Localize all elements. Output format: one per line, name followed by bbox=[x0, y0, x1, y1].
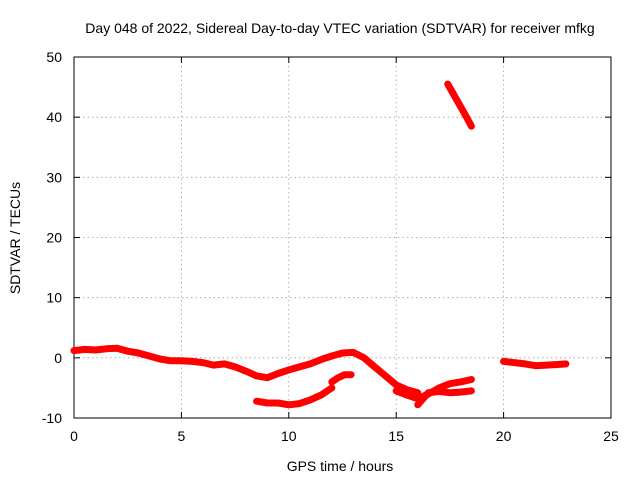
data-point bbox=[275, 399, 282, 406]
data-point bbox=[393, 381, 400, 388]
data-point bbox=[444, 81, 451, 88]
data-point bbox=[253, 398, 260, 405]
data-point bbox=[393, 387, 400, 394]
data-point bbox=[371, 363, 378, 370]
data-point bbox=[156, 356, 163, 363]
x-tick-label: 5 bbox=[178, 428, 186, 444]
data-point bbox=[81, 346, 88, 353]
y-tick-label: 30 bbox=[46, 169, 62, 185]
data-point bbox=[296, 400, 303, 407]
x-tick-label: 15 bbox=[388, 428, 404, 444]
data-point bbox=[500, 358, 507, 365]
data-point bbox=[457, 378, 464, 385]
data-point bbox=[199, 359, 206, 366]
data-point bbox=[328, 353, 335, 360]
data-point bbox=[554, 361, 561, 368]
y-tick-label: 20 bbox=[46, 230, 62, 246]
x-tick-label: 10 bbox=[281, 428, 297, 444]
data-point bbox=[167, 357, 174, 364]
series-layer bbox=[70, 80, 570, 409]
data-point bbox=[339, 350, 346, 357]
data-point bbox=[468, 123, 475, 130]
y-axis-label: SDTVAR / TECUs bbox=[7, 182, 23, 294]
data-point bbox=[178, 357, 185, 364]
grid-layer bbox=[74, 57, 611, 418]
data-point bbox=[242, 368, 249, 375]
data-point bbox=[264, 374, 271, 381]
data-point bbox=[468, 376, 475, 383]
data-point bbox=[221, 360, 228, 367]
data-point bbox=[436, 388, 443, 395]
chart-title: Day 048 of 2022, Sidereal Day-to-day VTE… bbox=[85, 20, 594, 36]
data-point bbox=[92, 347, 99, 354]
data-point bbox=[382, 372, 389, 379]
series-steep-drop bbox=[444, 80, 475, 130]
data-point bbox=[403, 392, 410, 399]
data-point bbox=[457, 389, 464, 396]
tick-layer: 0 5 10 15 20 25 -10 0 10 20 30 40 50 bbox=[42, 49, 619, 444]
data-point bbox=[543, 362, 550, 369]
data-point bbox=[307, 360, 314, 367]
data-point bbox=[264, 399, 271, 406]
data-point bbox=[307, 396, 314, 403]
data-point bbox=[425, 389, 432, 396]
y-tick-label: -10 bbox=[42, 410, 62, 426]
data-point bbox=[348, 371, 355, 378]
x-axis-label: GPS time / hours bbox=[287, 458, 394, 474]
data-point bbox=[522, 360, 529, 367]
data-point bbox=[328, 378, 335, 385]
data-point bbox=[461, 111, 468, 118]
data-point bbox=[414, 401, 421, 408]
data-point bbox=[285, 401, 292, 408]
data-point bbox=[341, 371, 348, 378]
data-point bbox=[446, 389, 453, 396]
y-tick-label: 40 bbox=[46, 109, 62, 125]
data-point bbox=[296, 363, 303, 370]
data-point bbox=[232, 363, 239, 370]
data-point bbox=[328, 384, 335, 391]
data-point bbox=[275, 370, 282, 377]
y-tick-label: 0 bbox=[54, 350, 62, 366]
data-point bbox=[318, 392, 325, 399]
data-point bbox=[253, 372, 260, 379]
data-point bbox=[468, 387, 475, 394]
data-point bbox=[360, 354, 367, 361]
data-point bbox=[335, 374, 342, 381]
data-point bbox=[113, 345, 120, 352]
data-point bbox=[135, 350, 142, 357]
y-tick-label: 50 bbox=[46, 49, 62, 65]
data-point bbox=[562, 360, 569, 367]
data-point bbox=[146, 353, 153, 360]
data-point bbox=[532, 362, 539, 369]
x-tick-label: 25 bbox=[603, 428, 619, 444]
data-point bbox=[318, 356, 325, 363]
data-point bbox=[285, 366, 292, 373]
data-point bbox=[189, 358, 196, 365]
data-point bbox=[350, 349, 357, 356]
series-rising-segment bbox=[328, 371, 355, 386]
data-point bbox=[446, 380, 453, 387]
data-point bbox=[71, 347, 77, 354]
data-point bbox=[511, 359, 518, 366]
x-tick-label: 0 bbox=[70, 428, 78, 444]
data-point bbox=[210, 362, 217, 369]
data-point bbox=[103, 345, 110, 352]
y-tick-label: 10 bbox=[46, 290, 62, 306]
data-point bbox=[124, 348, 131, 355]
data-point bbox=[453, 96, 460, 103]
x-tick-label: 20 bbox=[496, 428, 512, 444]
